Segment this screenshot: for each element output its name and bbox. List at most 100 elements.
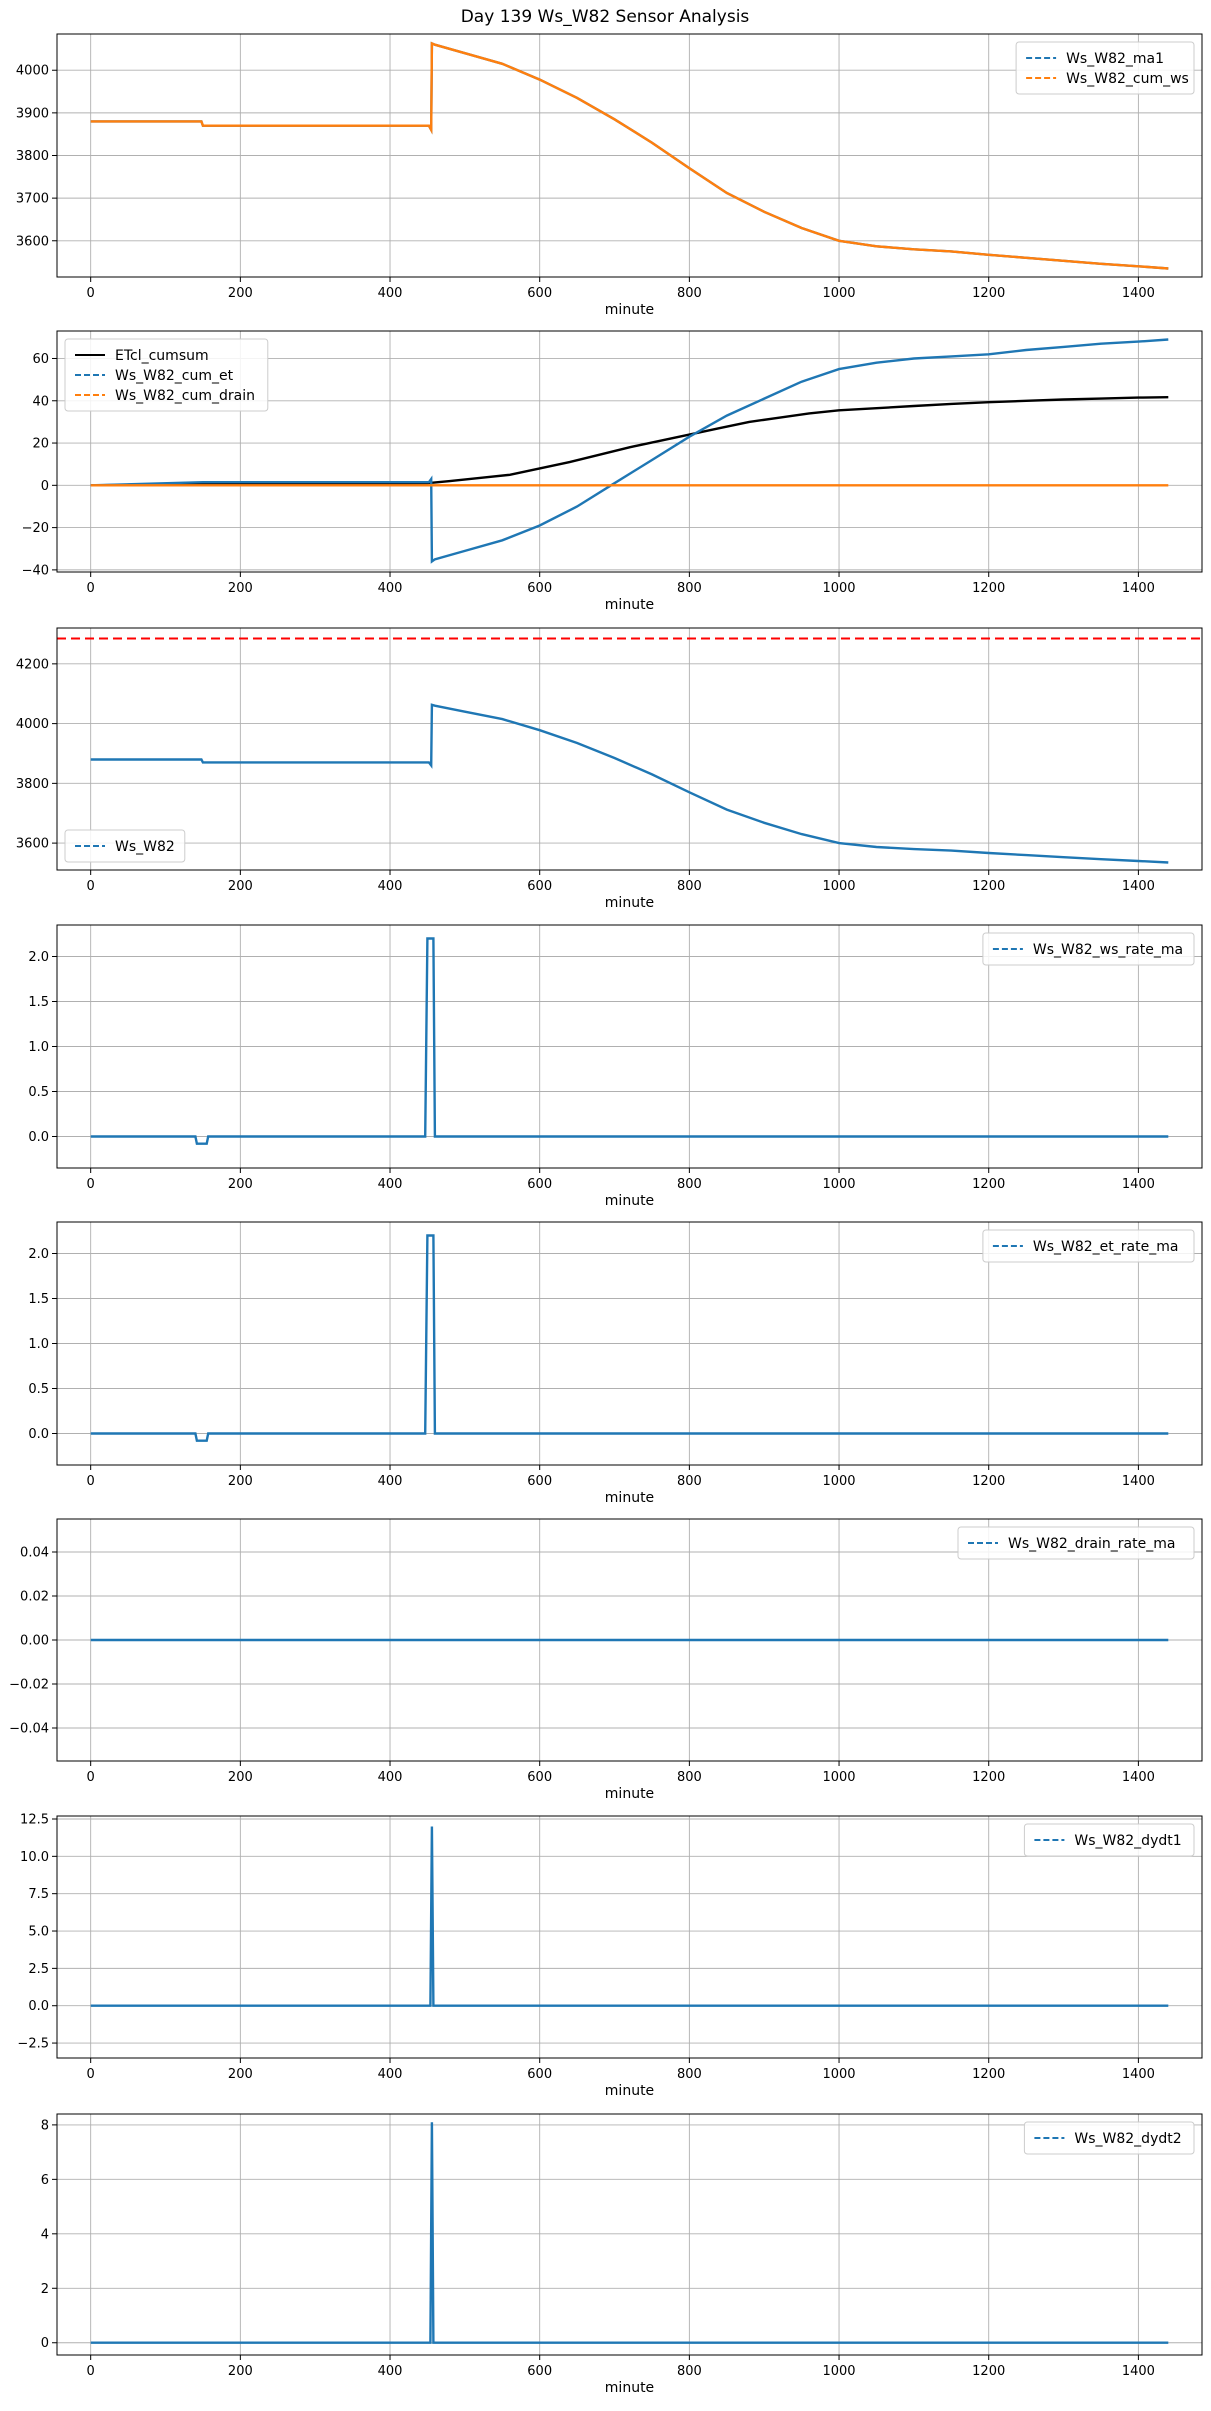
panel-4: 0 200 400 600 800 1000 1200 1400 0.0 0.5 1.0 1.5 2.0… — [28, 924, 1203, 1209]
y-tick-label: 2.0 — [28, 950, 49, 965]
series-line-1 — [90, 1826, 1169, 2007]
x-tick-label: 600 — [527, 286, 552, 301]
x-tick-label: 400 — [378, 1177, 403, 1192]
panel-5: 0 200 400 600 800 1000 1200 1400 0.0 0.5 1.0 1.5 2.0… — [28, 1221, 1203, 1506]
x-tick-label: 1400 — [1122, 1177, 1155, 1192]
y-tick-label: 4200 — [16, 657, 49, 672]
legend-box — [957, 1526, 1195, 1560]
y-tick-label: 0.02 — [20, 1590, 49, 1605]
y-tick-label: 2.5 — [28, 1962, 49, 1977]
x-tick-label: 400 — [378, 581, 403, 596]
x-tick-label: 200 — [228, 581, 253, 596]
y-tick-label: 6 — [41, 2173, 49, 2188]
series-line-1 — [90, 396, 1169, 487]
x-tick-label: 200 — [228, 879, 253, 894]
y-tick-label: 7.5 — [28, 1887, 49, 1902]
y-tick-label: −40 — [22, 563, 49, 578]
x-tick-label: 0 — [87, 581, 95, 596]
y-tick-label: 3800 — [16, 149, 49, 164]
legend: Ws_W82_dydt1 — [1023, 1823, 1195, 1857]
x-axis-label: minute — [605, 1490, 654, 1506]
x-tick-label: 1200 — [972, 879, 1005, 894]
legend: ETcl_cumsum Ws_W82_cum_et Ws_W82_cum_drain — [64, 338, 269, 412]
x-tick-label: 1000 — [822, 1177, 855, 1192]
legend: Ws_W82_drain_rate_ma — [957, 1526, 1195, 1560]
x-tick-label: 200 — [228, 286, 253, 301]
x-tick-label: 600 — [527, 879, 552, 894]
legend-box — [1023, 1823, 1195, 1857]
y-tick-label: 0.0 — [28, 1999, 49, 2014]
x-tick-label: 0 — [87, 1177, 95, 1192]
x-tick-label: 1200 — [972, 2364, 1005, 2379]
x-tick-label: 1400 — [1122, 1474, 1155, 1489]
x-tick-label: 1400 — [1122, 2067, 1155, 2082]
x-tick-label: 400 — [378, 2067, 403, 2082]
x-tick-label: 200 — [228, 1770, 253, 1785]
x-tick-label: 1200 — [972, 581, 1005, 596]
y-tick-label: 2.0 — [28, 1247, 49, 1262]
y-tick-label: 0.0 — [28, 1427, 49, 1442]
y-tick-label: 0.5 — [28, 1382, 49, 1397]
axes-frame — [56, 330, 1203, 573]
legend: Ws_W82_ma1 Ws_W82_cum_ws — [1015, 41, 1195, 95]
y-tick-label: 3900 — [16, 106, 49, 121]
legend-entry: Ws_W82_cum_ws — [1066, 71, 1189, 87]
x-tick-label: 800 — [677, 1770, 702, 1785]
series-line-2 — [90, 41, 1169, 270]
x-tick-label: 0 — [87, 2364, 95, 2379]
panel-5-grid — [57, 1222, 1202, 1465]
panel-7: 0 200 400 600 800 1000 1200 1400 −2.5 0.0 2.5 5.0 7.… — [17, 1812, 1203, 2099]
y-tick-label: 60 — [32, 352, 49, 367]
x-axis-label: minute — [605, 302, 654, 318]
x-tick-label: 1400 — [1122, 581, 1155, 596]
panel-8: 0 200 400 600 800 1000 1200 1400 0 2 4 6 8 minute Ws_W… — [41, 2113, 1203, 2396]
x-tick-label: 200 — [228, 1177, 253, 1192]
x-axis-label: minute — [605, 1193, 654, 1209]
y-tick-label: 3600 — [16, 234, 49, 249]
y-tick-label: 40 — [32, 394, 49, 409]
legend-entry: Ws_W82_ma1 — [1066, 51, 1164, 67]
series-line-1 — [90, 2122, 1169, 2344]
x-tick-label: 400 — [378, 1474, 403, 1489]
legend-box — [1023, 2121, 1195, 2155]
legend-box — [64, 829, 186, 863]
y-tick-label: 1.5 — [28, 995, 49, 1010]
legend-box — [982, 1229, 1195, 1263]
x-tick-label: 1000 — [822, 581, 855, 596]
x-tick-label: 200 — [228, 2067, 253, 2082]
y-tick-label: 0.00 — [20, 1634, 49, 1649]
x-tick-label: 1200 — [972, 1770, 1005, 1785]
legend-entry: Ws_W82_ws_rate_ma — [1033, 942, 1183, 958]
y-tick-label: 8 — [41, 2118, 49, 2133]
x-tick-label: 600 — [527, 1474, 552, 1489]
x-tick-label: 800 — [677, 286, 702, 301]
panel-1-grid — [57, 34, 1202, 277]
y-tick-label: 5.0 — [28, 1925, 49, 1940]
legend: Ws_W82 — [64, 829, 186, 863]
axes-frame — [56, 2113, 1203, 2356]
x-tick-label: 1000 — [822, 1474, 855, 1489]
y-tick-label: 1.0 — [28, 1337, 49, 1352]
y-tick-label: −0.04 — [9, 1722, 49, 1737]
legend-entry: ETcl_cumsum — [115, 348, 209, 364]
x-tick-label: 0 — [87, 879, 95, 894]
x-tick-label: 400 — [378, 2364, 403, 2379]
x-tick-label: 400 — [378, 879, 403, 894]
x-tick-label: 600 — [527, 2364, 552, 2379]
legend: Ws_W82_et_rate_ma — [982, 1229, 1195, 1263]
y-tick-label: 0.5 — [28, 1085, 49, 1100]
y-tick-label: 0.04 — [20, 1546, 49, 1561]
x-tick-label: 800 — [677, 879, 702, 894]
x-tick-label: 1000 — [822, 2364, 855, 2379]
y-tick-label: 12.5 — [20, 1812, 49, 1827]
x-tick-label: 600 — [527, 1177, 552, 1192]
legend-box — [1015, 41, 1195, 95]
series-line-1 — [90, 937, 1169, 1145]
x-axis-label: minute — [605, 895, 654, 911]
x-tick-label: 0 — [87, 1770, 95, 1785]
panel-6: 0 200 400 600 800 1000 1200 1400 −0.04 −0.02 0.00 0… — [9, 1518, 1203, 1802]
axes-frame — [56, 627, 1203, 871]
x-tick-label: 800 — [677, 581, 702, 596]
y-tick-label: 4000 — [16, 64, 49, 79]
